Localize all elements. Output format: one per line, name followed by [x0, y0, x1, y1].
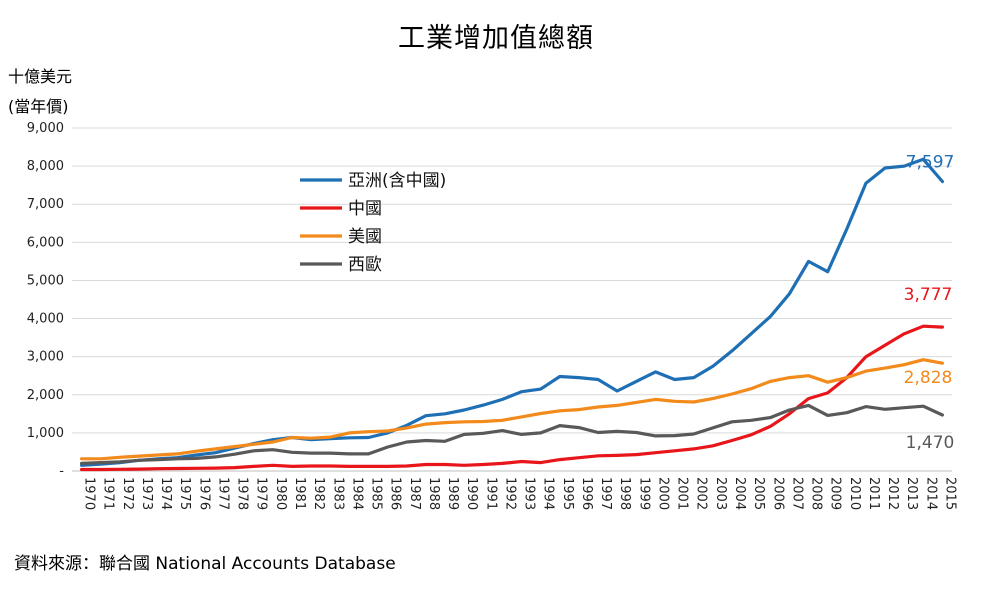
- x-tick-label: 2011: [866, 477, 881, 510]
- x-tick-label: 2013: [904, 477, 919, 510]
- x-tick-label: 2004: [732, 477, 747, 510]
- x-tick-label: 1981: [292, 477, 307, 510]
- x-tick-label: 1987: [407, 477, 422, 510]
- x-tick-label: 1983: [330, 477, 345, 510]
- x-tick-label: 1973: [139, 477, 154, 510]
- x-tick-label: 1980: [273, 477, 288, 510]
- legend-label: 西歐: [348, 255, 382, 275]
- x-tick-label: 1989: [445, 477, 460, 510]
- y-tick-label: 8,000: [27, 159, 64, 174]
- x-tick-label: 1997: [598, 477, 613, 510]
- x-tick-label: 1976: [196, 477, 211, 510]
- x-tick-label: 1972: [120, 477, 135, 510]
- x-tick-label: 2003: [713, 477, 728, 510]
- end-value-labels: 7,597 3,777 2,828 1,470: [904, 152, 955, 453]
- x-tick-label: 1975: [177, 477, 192, 510]
- y-axis-price-basis-label: (當年價): [8, 97, 69, 116]
- series-line-1: [79, 157, 945, 467]
- x-tick-label: 1992: [502, 477, 517, 510]
- x-tick-label: 1977: [215, 477, 230, 510]
- y-tick-label: 9,000: [27, 121, 64, 136]
- source-note: 資料來源：聯合國 National Accounts Database: [14, 554, 396, 574]
- y-axis-ticks: - 1,000 2,000 3,000 4,000 5,000 6,000 7,000 8,00…: [27, 121, 65, 479]
- x-tick-label: 1970: [82, 477, 97, 510]
- y-tick-label: 7,000: [27, 197, 64, 212]
- series-lines: [79, 157, 945, 472]
- x-tick-label: 2010: [847, 477, 862, 510]
- y-tick-label: -: [59, 464, 64, 479]
- x-tick-label: 1993: [522, 477, 537, 510]
- legend-label: 亞洲(含中國): [348, 171, 446, 191]
- x-tick-label: 1978: [235, 477, 250, 510]
- x-tick-label: 1996: [579, 477, 594, 510]
- y-tick-label: 6,000: [27, 235, 64, 250]
- y-axis-unit-label: 十億美元: [8, 67, 73, 86]
- x-tick-label: 2005: [751, 477, 766, 510]
- x-tick-label: 1982: [311, 477, 326, 510]
- end-value-label: 2,828: [904, 368, 953, 388]
- x-tick-label: 2014: [923, 477, 938, 510]
- y-tick-label: 3,000: [27, 350, 64, 365]
- x-tick-label: 1994: [541, 477, 556, 510]
- series-line-3: [79, 358, 945, 461]
- x-tick-label: 2007: [789, 477, 804, 510]
- x-tick-label: 1991: [483, 477, 498, 510]
- y-tick-label: 1,000: [27, 426, 64, 441]
- x-tick-label: 1990: [464, 477, 479, 510]
- x-tick-label: 1985: [369, 477, 384, 510]
- gridlines: [72, 127, 952, 472]
- end-value-label: 3,777: [904, 285, 953, 305]
- y-tick-label: 4,000: [27, 312, 64, 327]
- end-value-label: 7,597: [906, 152, 955, 172]
- x-tick-label: 1979: [254, 477, 269, 510]
- x-tick-label: 1988: [426, 477, 441, 510]
- legend-label: 中國: [348, 199, 382, 219]
- end-value-label: 1,470: [906, 433, 955, 453]
- x-tick-label: 1984: [349, 477, 364, 510]
- x-tick-label: 2006: [770, 477, 785, 510]
- x-tick-label: 1999: [636, 477, 651, 510]
- x-tick-label: 2008: [809, 477, 824, 510]
- x-tick-label: 1995: [560, 477, 575, 510]
- x-tick-label: 1998: [617, 477, 632, 510]
- x-tick-label: 1986: [388, 477, 403, 510]
- x-tick-label: 2015: [942, 477, 957, 510]
- chart-title: 工業增加值總額: [398, 23, 594, 54]
- legend-label: 美國: [348, 227, 382, 247]
- x-tick-label: 1974: [158, 477, 173, 510]
- x-tick-label: 2000: [655, 477, 670, 510]
- x-axis-ticks: 1970 1971 1972 1973 1974 1975 1976 1977 1978 1979…: [82, 477, 958, 510]
- x-tick-label: 1971: [101, 477, 116, 510]
- y-tick-label: 5,000: [27, 273, 64, 288]
- x-tick-label: 2012: [885, 477, 900, 510]
- y-tick-label: 2,000: [27, 388, 64, 403]
- x-tick-label: 2002: [694, 477, 709, 510]
- x-tick-label: 2001: [675, 477, 690, 510]
- x-tick-label: 2009: [828, 477, 843, 510]
- series-line-4: [79, 403, 945, 465]
